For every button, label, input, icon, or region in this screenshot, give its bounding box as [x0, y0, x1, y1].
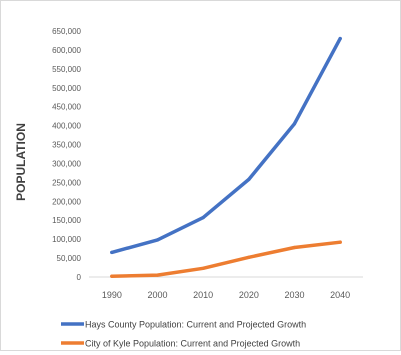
- series-line-0: [110, 36, 342, 255]
- data-point-0-3: [247, 177, 251, 181]
- y-tick-label: 100,000: [52, 235, 81, 244]
- y-tick-label: 50,000: [57, 254, 82, 263]
- y-tick-label: 250,000: [52, 178, 81, 187]
- data-point-1-2: [201, 266, 205, 270]
- y-tick-label: 450,000: [52, 103, 81, 112]
- y-tick-label: 650,000: [52, 27, 81, 36]
- y-axis-label: POPULATION: [14, 123, 28, 201]
- data-point-0-5: [338, 36, 342, 41]
- y-tick-label: 200,000: [52, 197, 81, 206]
- y-tick-label: 300,000: [52, 159, 81, 168]
- x-tick-label: 2020: [239, 290, 259, 300]
- x-tick-label: 2010: [193, 290, 213, 300]
- y-tick-label: 400,000: [52, 122, 81, 131]
- legend: Hays County Population: Current and Proj…: [61, 320, 306, 349]
- y-tick-label: 500,000: [52, 84, 81, 93]
- data-point-1-4: [292, 245, 297, 250]
- data-point-0-1: [155, 238, 160, 242]
- data-point-1-5: [338, 240, 342, 244]
- y-tick-label: 350,000: [52, 141, 81, 150]
- y-tick-label: 0: [77, 273, 82, 282]
- data-point-0-2: [201, 215, 205, 220]
- data-point-0-0: [110, 250, 114, 254]
- x-axis-ticks: 1990 2000 2010 2020 2030 2040: [102, 290, 350, 300]
- legend-label-0: Hays County Population: Current and Proj…: [85, 320, 306, 330]
- series-layer: [110, 36, 342, 278]
- y-tick-label: 600,000: [52, 46, 81, 55]
- line-chart: 0 50,000 100,000 150,000 200,000 250,000 300,0…: [14, 27, 363, 349]
- y-tick-label: 550,000: [52, 65, 81, 74]
- x-tick-label: 2040: [330, 290, 350, 300]
- x-tick-label: 2000: [147, 290, 167, 300]
- series-line-1: [110, 240, 342, 278]
- x-tick-label: 2030: [284, 290, 304, 300]
- legend-label-1: City of Kyle Population: Current and Pro…: [85, 339, 300, 349]
- data-point-1-1: [155, 273, 160, 277]
- data-point-0-4: [292, 122, 297, 126]
- x-tick-label: 1990: [102, 290, 122, 300]
- data-point-1-3: [247, 255, 251, 259]
- data-point-1-0: [110, 274, 114, 278]
- y-tick-label: 150,000: [52, 216, 81, 225]
- y-axis-ticks: 0 50,000 100,000 150,000 200,000 250,000 300,0…: [52, 27, 81, 282]
